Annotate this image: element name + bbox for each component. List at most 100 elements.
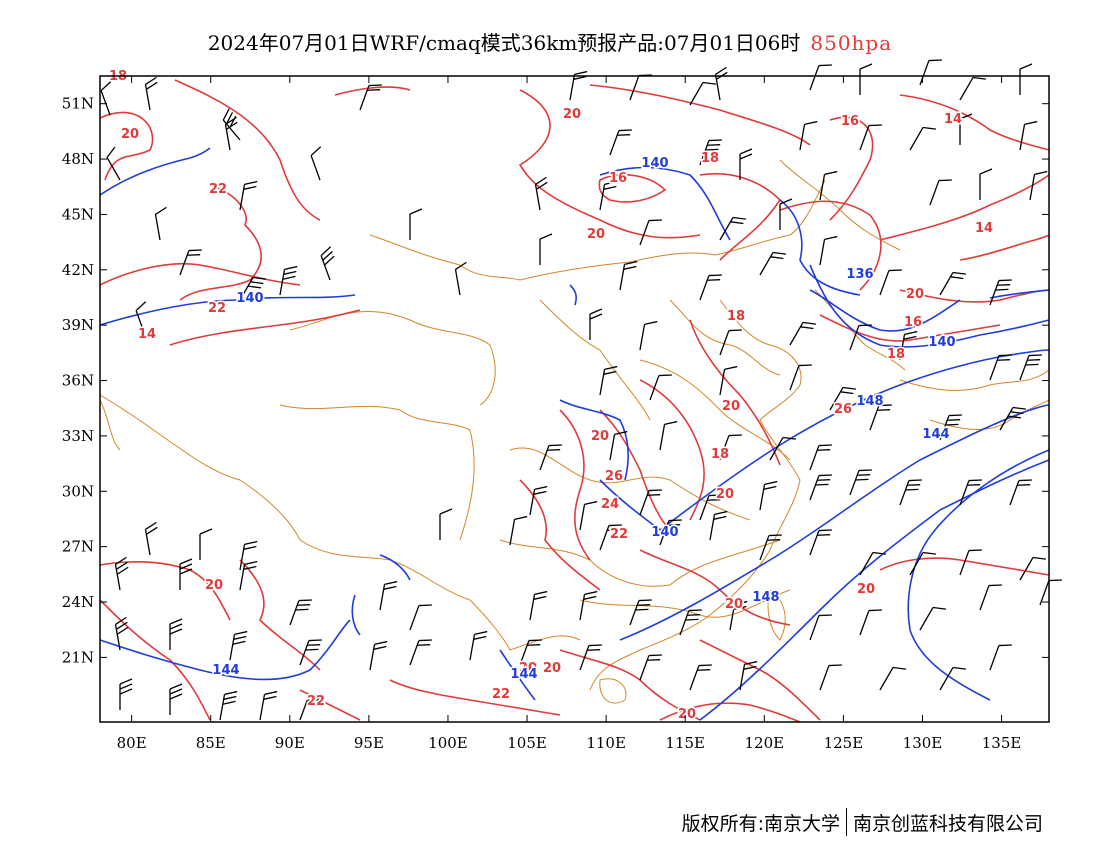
lat-label: 33N <box>62 427 94 445</box>
contour-value-label: 20 <box>906 287 924 302</box>
wind-barb <box>519 639 542 666</box>
axis-ticks <box>100 76 1049 722</box>
company-text: 南京创蓝科技有限公司 <box>852 812 1043 835</box>
lon-label: 120E <box>745 734 785 752</box>
wind-barb <box>144 76 158 111</box>
contour-value-label: 144 <box>510 667 537 682</box>
wind-barb <box>829 386 856 411</box>
wind-barb <box>454 261 467 296</box>
contour-value-label: 16 <box>904 315 922 330</box>
contour-value-label: 148 <box>856 394 883 409</box>
wind-barb <box>959 76 986 101</box>
geopotential-height-isoline <box>809 264 1050 348</box>
lon-label: 90E <box>275 734 305 752</box>
temperature-isotherm <box>99 599 211 721</box>
coastline <box>899 369 1050 391</box>
wind-barb <box>589 308 603 340</box>
geopotential-height-isoline <box>379 554 411 581</box>
contour-value-label: 20 <box>519 661 537 676</box>
wind-barb <box>1029 170 1048 201</box>
map-frame <box>99 75 1050 723</box>
wind-barb <box>859 551 886 576</box>
contour-value-label: 20 <box>722 399 740 414</box>
contour-value-label: 20 <box>716 487 734 502</box>
wind-barb <box>779 198 793 230</box>
wind-barb <box>1019 63 1033 95</box>
temperature-isotherm <box>659 702 801 723</box>
wind-barb <box>154 206 167 241</box>
province-border <box>509 447 751 521</box>
wind-barb <box>709 510 728 541</box>
wind-barb <box>1019 556 1046 581</box>
boundary-layer <box>99 159 1050 704</box>
wind-barb <box>959 113 973 145</box>
wind-barb <box>899 330 918 361</box>
wind-barb <box>929 179 952 206</box>
wind-barb <box>279 265 298 296</box>
temperature-isotherm <box>599 409 671 531</box>
temperature-isotherm <box>879 174 1050 241</box>
province-border <box>669 299 781 376</box>
wind-barb <box>714 66 728 101</box>
temperature-isotherm <box>559 409 591 561</box>
contour-value-label: 20 <box>587 227 605 242</box>
wind-barb <box>169 683 183 715</box>
contour-value-label: 140 <box>651 525 678 540</box>
wind-barb <box>859 63 873 95</box>
country-border <box>369 179 826 281</box>
contour-value-label: 14 <box>944 112 962 127</box>
wind-barb <box>199 528 213 560</box>
wind-barb <box>919 606 946 631</box>
lon-label: 100E <box>428 734 468 752</box>
lon-label: 105E <box>507 734 547 752</box>
wind-barb <box>599 180 618 211</box>
geopotential-height-isoline <box>989 289 1050 299</box>
wind-barb <box>909 126 936 151</box>
temperature-isotherm <box>959 234 1050 261</box>
wind-barb <box>789 364 812 391</box>
wind-barb <box>879 269 902 296</box>
wind-barb <box>979 584 1002 611</box>
wind-barb <box>1019 120 1038 151</box>
wind-barb <box>679 609 702 636</box>
wind-barb <box>659 519 682 546</box>
temperature-isotherm <box>99 262 301 286</box>
geopotential-height-isoline <box>499 649 536 701</box>
wind-barb <box>919 59 942 86</box>
wind-barb <box>114 616 129 651</box>
temperature-isotherm <box>174 79 321 221</box>
temperature-isotherm <box>179 184 262 301</box>
wind-barb <box>989 644 1012 671</box>
wind-barb <box>799 120 818 151</box>
lat-label: 21N <box>62 648 94 666</box>
wind-barb <box>379 580 398 611</box>
wind-barb <box>859 124 882 151</box>
wind-barb <box>759 251 786 276</box>
wind-barb <box>619 260 638 291</box>
contour-value-label: 144 <box>922 427 949 442</box>
contour-value-label: 22 <box>209 182 227 197</box>
lat-label: 39N <box>62 316 94 334</box>
wind-barb <box>719 329 742 356</box>
wind-barb <box>689 81 716 106</box>
geopotential-height-isoline <box>599 166 731 241</box>
wind-barb <box>299 639 322 666</box>
wind-barb <box>224 116 238 151</box>
contour-value-label: 140 <box>236 291 263 306</box>
wind-barb <box>809 64 832 91</box>
contour-value-label: 144 <box>212 663 239 678</box>
wind-barb <box>849 324 872 351</box>
geopotential-height-isoline <box>99 619 351 681</box>
wind-barb <box>229 630 248 661</box>
temperature-isotherm <box>589 84 811 146</box>
temperature-isotherm <box>699 639 821 721</box>
wind-barb <box>219 690 238 721</box>
wind-barb <box>719 434 742 461</box>
wind-barb <box>639 654 662 681</box>
wind-barb <box>599 524 622 551</box>
wind-barb <box>579 500 598 531</box>
wind-barb <box>409 208 423 240</box>
temperature-isotherm <box>779 200 882 291</box>
contour-value-label: 20 <box>678 707 696 722</box>
